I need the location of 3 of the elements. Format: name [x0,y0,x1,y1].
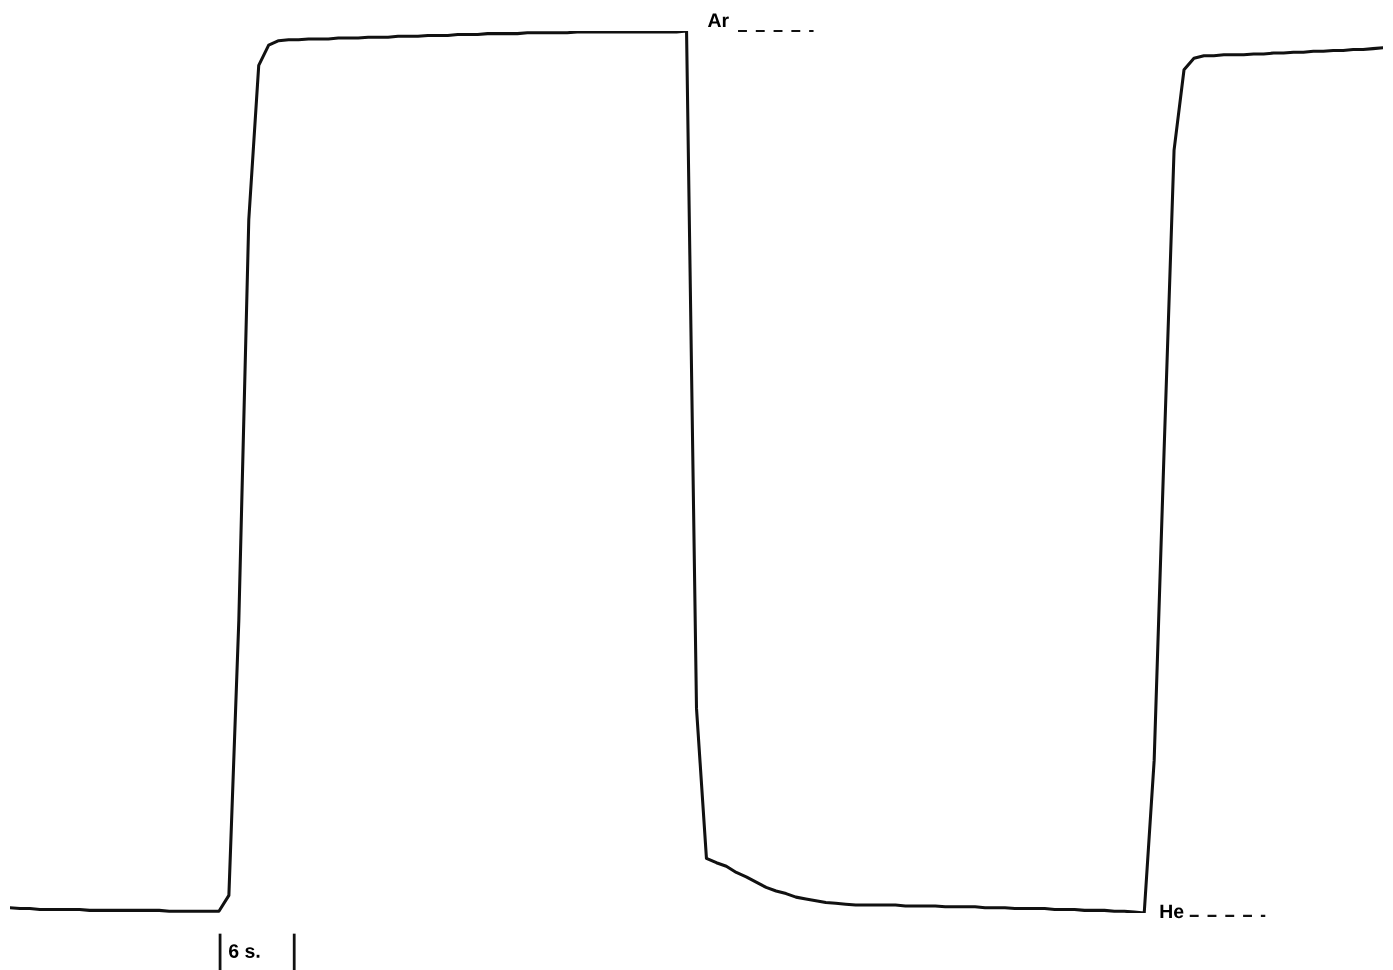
text: Ar [707,13,729,27]
annotation: He [1160,904,1184,919]
text: 6 s. [229,944,260,958]
